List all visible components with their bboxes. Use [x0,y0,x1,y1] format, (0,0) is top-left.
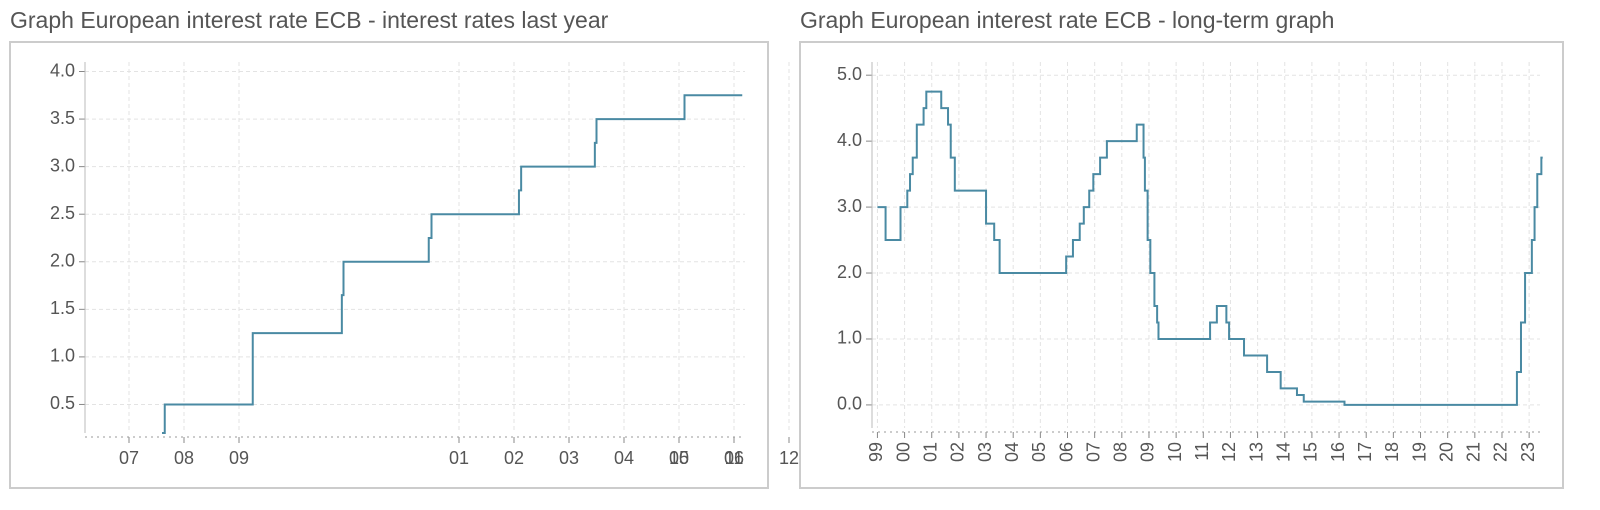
x-tick-label: 00 [893,442,913,462]
x-tick-label: 14 [1273,442,1293,462]
y-tick-label: 4.0 [837,130,862,150]
x-tick-label: 10 [1165,442,1185,462]
x-tick-label: 13 [1246,442,1266,462]
x-tick-label: 11 [725,448,744,468]
chart-title: Graph European interest rate ECB - inter… [10,7,609,33]
x-tick-label: 08 [1111,442,1131,462]
y-tick-label: 2.0 [837,262,862,282]
x-tick-label: 21 [1464,442,1484,462]
x-tick-label: 12 [779,448,799,468]
y-tick-label: 1.0 [50,346,75,366]
panel [799,41,1564,489]
y-tick-label: 3.5 [50,108,75,128]
y-tick-label: 0.0 [837,394,862,414]
y-tick-label: 0.5 [50,393,75,413]
y-tick-label: 1.0 [837,328,862,348]
y-tick-label: 5.0 [837,64,862,84]
data-line [877,90,1543,406]
x-tick-label: 11 [1192,442,1212,461]
y-tick-label: 4.0 [50,60,75,80]
x-tick-label: 23 [1518,442,1538,462]
x-tick-label: 06 [724,448,744,468]
panel [9,41,769,489]
chart-title: Graph European interest rate ECB - long-… [800,7,1334,33]
y-tick-label: 1.5 [50,298,75,318]
x-tick-label: 02 [948,442,968,462]
x-tick-label: 02 [504,448,524,468]
x-tick-label: 04 [614,448,634,468]
x-tick-label: 05 [669,448,689,468]
x-tick-label: 20 [1436,442,1456,462]
x-tick-label: 18 [1382,442,1402,462]
x-tick-label: 07 [119,448,139,468]
x-tick-label: 07 [1083,442,1103,462]
x-tick-label: 16 [1328,442,1348,462]
y-tick-label: 3.0 [837,196,862,216]
x-tick-label: 03 [559,448,579,468]
x-tick-label: 17 [1355,442,1375,462]
x-tick-label: 03 [975,442,995,462]
x-tick-label: 01 [449,448,469,468]
y-tick-label: 2.0 [50,251,75,271]
y-tick-label: 2.5 [50,203,75,223]
x-tick-label: 15 [1301,442,1321,462]
data-line [162,94,743,434]
x-tick-label: 01 [920,442,940,462]
x-tick-label: 99 [866,442,886,462]
y-tick-label: 3.0 [50,155,75,175]
x-tick-label: 04 [1002,442,1022,462]
x-tick-label: 19 [1409,442,1429,462]
x-tick-label: 08 [174,448,194,468]
x-tick-label: 05 [1029,442,1049,462]
x-tick-label: 09 [1138,442,1158,462]
x-tick-label: 06 [1056,442,1076,462]
x-tick-label: 12 [1219,442,1239,462]
x-tick-label: 22 [1491,442,1511,462]
x-tick-label: 10 [669,448,689,468]
x-tick-label: 09 [229,448,249,468]
